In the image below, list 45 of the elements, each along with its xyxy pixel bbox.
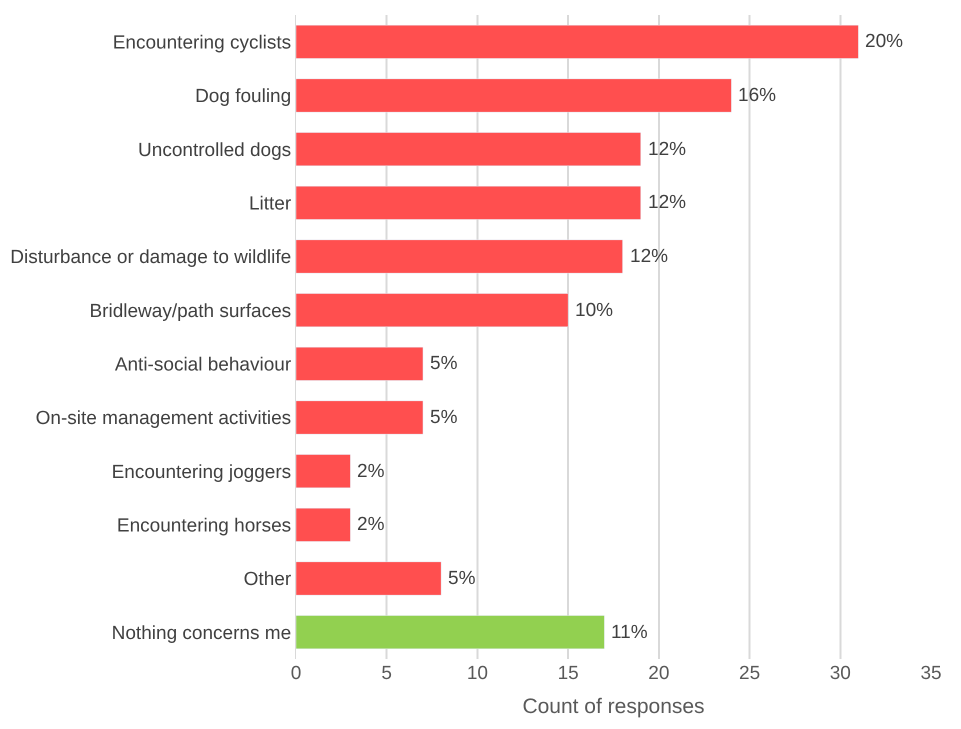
bar [296, 186, 641, 220]
annotation: 5% [448, 568, 476, 589]
y-tick-label: Nothing concerns me [112, 622, 292, 644]
y-tick-label: On-site management activities [36, 408, 292, 430]
y-tick-label: Dog fouling [195, 86, 292, 108]
y-tick-label: Uncontrolled dogs [138, 140, 292, 161]
x-tick-label: 35 [920, 663, 942, 684]
annotation: 5% [430, 353, 458, 374]
x-axis-title: Count of responses [522, 695, 705, 718]
x-tick-label: 20 [648, 663, 670, 684]
x-tick-label: 15 [558, 663, 579, 684]
x-tick-label: 10 [466, 663, 488, 684]
bar [296, 454, 351, 488]
bar [296, 508, 351, 542]
y-tick-label: Litter [248, 193, 292, 214]
bar [296, 562, 442, 596]
x-tick-label: 25 [739, 663, 760, 684]
bar [296, 615, 605, 650]
x-tick-label: 30 [830, 663, 851, 684]
y-tick-label: Bridleway/path surfaces [89, 300, 292, 322]
annotation: 10% [575, 300, 614, 321]
y-tick-label: Disturbance or damage to wildlife [10, 247, 292, 268]
bar [296, 24, 859, 59]
annotation: 16% [738, 85, 776, 106]
bar [296, 132, 641, 166]
bar [296, 346, 424, 381]
annotation: 12% [648, 139, 686, 160]
annotation: 2% [357, 461, 385, 482]
annotation: 20% [865, 31, 904, 52]
annotation: 2% [357, 514, 385, 535]
y-tick-label: Anti-social behaviour [114, 354, 292, 376]
bar [296, 293, 568, 328]
annotation: 11% [611, 622, 648, 643]
annotation: 12% [630, 246, 668, 267]
y-tick-label: Encountering cyclists [112, 32, 292, 54]
x-tick-label: 5 [381, 663, 392, 684]
y-tick-label: Encountering joggers [112, 462, 292, 483]
bar [296, 240, 623, 274]
bar [296, 78, 732, 112]
x-tick-label: 0 [290, 663, 302, 684]
y-tick-label: Other [244, 569, 292, 590]
annotation: 12% [648, 192, 686, 213]
y-tick-label: Encountering horses [116, 515, 292, 536]
bar [296, 400, 424, 434]
annotation: 5% [430, 407, 458, 428]
